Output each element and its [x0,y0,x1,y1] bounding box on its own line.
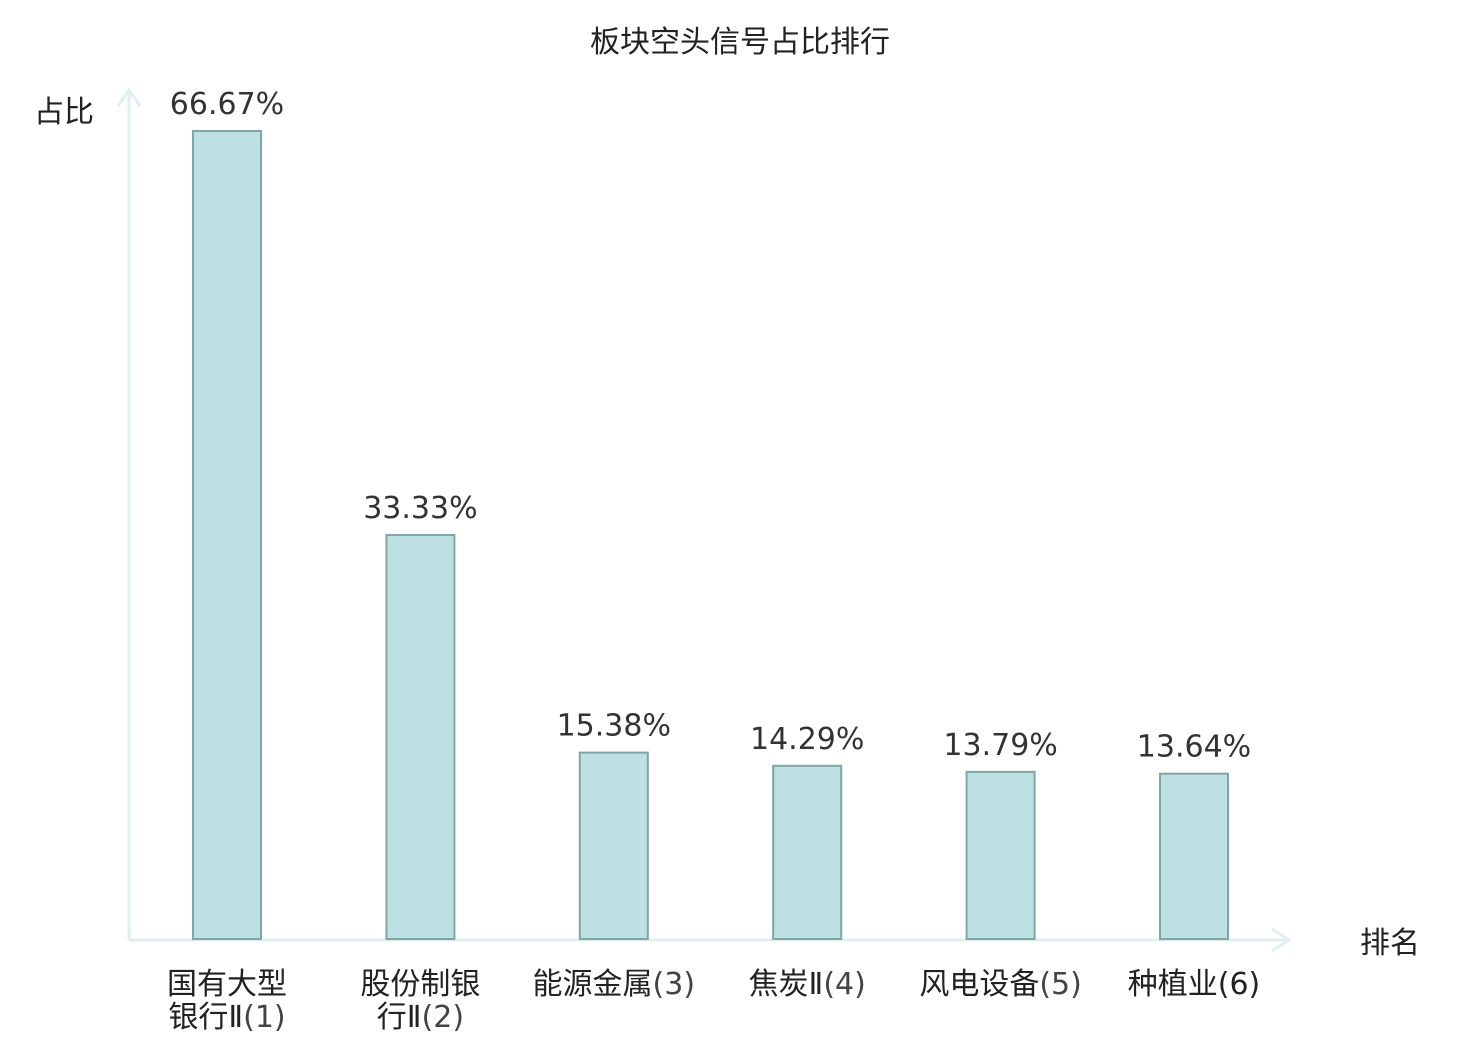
bar-3 [578,751,649,940]
value-label-1: 66.67% [170,87,284,122]
bar-6 [1159,772,1229,940]
value-label-5: 13.79% [943,728,1057,763]
x-axis-label: 排名 [1360,926,1420,961]
value-labels: 66.67% 33.33% 15.38% 14.29% 13.79% 13.64% [170,87,1251,765]
category-labels: 国有大型银行Ⅱ(1) 股份制银行Ⅱ(2) 能源金属(3) 焦炭Ⅱ(4) 风电设备(5) 种… [167,967,1260,1035]
value-label-6: 13.64% [1137,730,1251,765]
bar-4 [772,764,843,940]
category-label-4: 焦炭Ⅱ(4) [749,967,866,1002]
bar-5 [965,770,1036,940]
value-label-2: 33.33% [363,491,477,526]
category-label-2: 股份制银行Ⅱ(2) [360,967,480,1035]
bar-1 [192,130,262,940]
category-label-5: 风电设备(5) [919,967,1082,1002]
bar-2 [385,534,456,940]
chart-title: 板块空头信号占比排行 [590,25,890,60]
bar-series [192,130,1229,940]
x-axis-arrow-icon [1271,927,1292,953]
category-label-6: 种植业(6) [1128,967,1261,1002]
value-label-3: 15.38% [557,709,671,744]
category-label-3: 能源金属(3) [533,967,696,1002]
y-axis-arrow-icon [116,87,142,107]
category-label-1: 国有大型银行Ⅱ(1) [167,967,287,1035]
value-label-4: 14.29% [750,722,864,757]
y-axis-label: 占比 [34,95,94,130]
